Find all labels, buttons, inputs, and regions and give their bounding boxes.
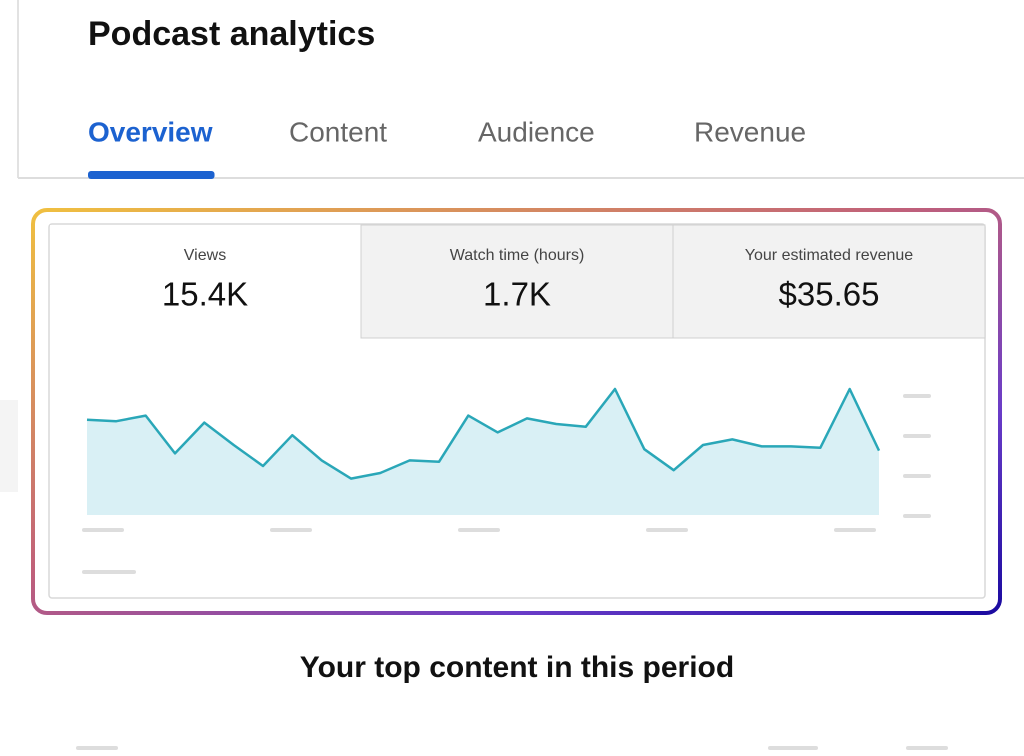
metric-label: Watch time (hours) — [450, 247, 585, 264]
highlight-border — [31, 208, 1002, 615]
metric-tile[interactable] — [360, 224, 674, 339]
tab-indicator — [88, 171, 215, 179]
metric-tile[interactable] — [672, 224, 986, 339]
skeleton — [76, 394, 948, 750]
tab[interactable]: Content — [289, 116, 387, 147]
metric-value: $35.65 — [779, 276, 880, 313]
tab[interactable]: Audience — [478, 116, 595, 147]
metric-tile[interactable] — [50, 225, 361, 338]
metric-value: 15.4K — [162, 276, 248, 313]
tab[interactable]: Overview — [88, 116, 213, 147]
tab[interactable]: Revenue — [694, 116, 806, 147]
metric-label: Views — [184, 247, 226, 264]
section-title: Your top content in this period — [300, 651, 734, 684]
chart-line — [86, 387, 881, 480]
chart-area — [87, 389, 879, 515]
side-panel — [0, 400, 18, 492]
page-title: Podcast analytics — [88, 15, 375, 53]
metric-label: Your estimated revenue — [745, 247, 914, 264]
metric-value: 1.7K — [483, 276, 551, 313]
